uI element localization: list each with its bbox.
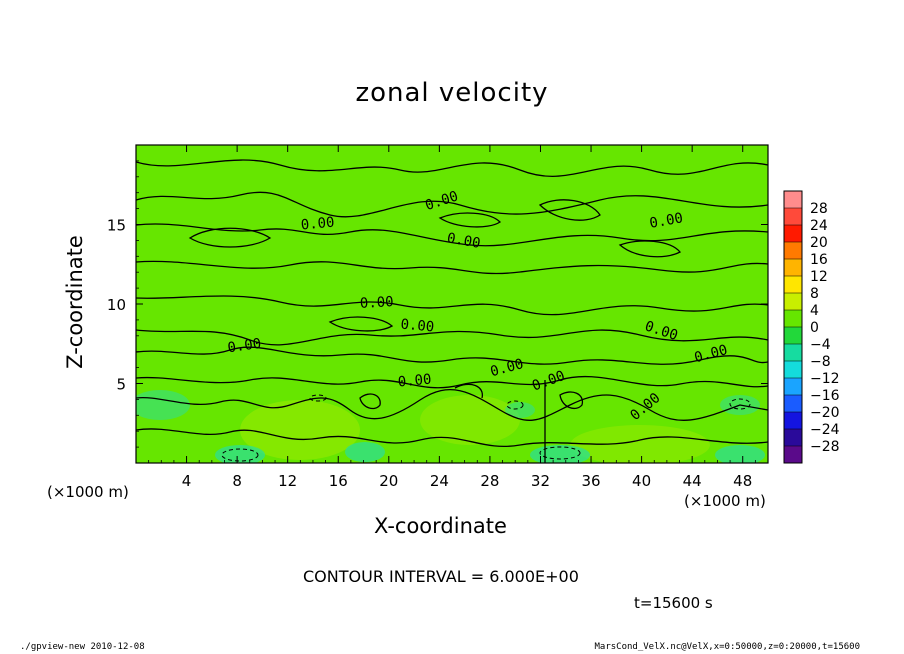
colorbar-swatch (784, 191, 802, 209)
colorbar-swatch (784, 327, 802, 345)
contour-lines (136, 159, 768, 463)
footer-right: MarsCond_VelX.nc@VelX,x=0:50000,z=0:2000… (594, 642, 860, 652)
colorbar-label: 16 (810, 252, 828, 268)
x-tick-label: 4 (182, 472, 192, 490)
y-axis-unit: (×1000 m) (47, 483, 129, 501)
colorbar-swatch (784, 378, 802, 396)
colorbar-swatch (784, 225, 802, 243)
colorbar-label: 24 (810, 218, 828, 234)
x-tick-label: 44 (683, 472, 702, 490)
y-tick-label: 10 (107, 296, 126, 314)
x-tick-label: 28 (480, 472, 499, 490)
contour-interval: CONTOUR INTERVAL = 6.000E+00 (303, 567, 579, 586)
x-tick-label: 20 (379, 472, 398, 490)
contour-label: 0.00 (446, 230, 482, 252)
colorbar-swatch (784, 344, 802, 362)
x-axis-label: X-coordinate (374, 514, 507, 538)
colorbar-label: −12 (810, 371, 840, 387)
colorbar-swatch (784, 242, 802, 260)
x-tick-label: 16 (329, 472, 348, 490)
x-tick-label: 8 (232, 472, 242, 490)
colorbar-swatch (784, 429, 802, 447)
colorbar-swatch (784, 208, 802, 226)
colorbar-swatch (784, 412, 802, 430)
colorbar-swatch (784, 259, 802, 277)
colorbar-label: −24 (810, 422, 840, 438)
y-axis-label: Z-coordinate (63, 235, 87, 369)
contour-label: 0.00 (300, 215, 335, 234)
contour-label: 0.00 (648, 210, 684, 232)
y-tick-label: 5 (116, 376, 126, 394)
colorbar-label: 8 (810, 286, 819, 302)
x-axis-unit: (×1000 m) (684, 492, 766, 510)
colorbar-label: −16 (810, 388, 840, 404)
x-tick-label: 48 (733, 472, 752, 490)
colorbar-label: 0 (810, 320, 819, 336)
x-tick-label: 32 (531, 472, 550, 490)
colorbar-swatch (784, 395, 802, 413)
contour-label: 0.00 (400, 317, 435, 336)
time-label: t=15600 s (634, 594, 713, 612)
colorbar-label: 20 (810, 235, 828, 251)
chart-title: zonal velocity (355, 78, 549, 108)
x-tick-label: 24 (430, 472, 449, 490)
contour-label: 0.00 (360, 294, 395, 312)
colorbar-label: 12 (810, 269, 828, 285)
colorbar-swatch (784, 276, 802, 294)
colorbar-label: −4 (810, 337, 831, 353)
contour-label: 0.00 (397, 372, 432, 391)
colorbar-label: −28 (810, 439, 840, 455)
contour-label: 0.00 (227, 336, 263, 357)
x-tick-label: 36 (581, 472, 600, 490)
x-tick-label: 40 (632, 472, 651, 490)
colorbar-swatch (784, 446, 802, 464)
colorbar-label: 4 (810, 303, 819, 319)
colorbar-swatch (784, 293, 802, 311)
colorbar-label: −8 (810, 354, 831, 370)
y-tick-label: 15 (107, 217, 126, 235)
colorbar-label: −20 (810, 405, 840, 421)
colorbar-swatch (784, 310, 802, 328)
colorbar-swatch (784, 361, 802, 379)
colorbar-label: 28 (810, 201, 828, 217)
negative-contours (221, 394, 751, 462)
footer-left: ./gpview-new 2010-12-08 (20, 642, 145, 652)
x-tick-label: 12 (278, 472, 297, 490)
